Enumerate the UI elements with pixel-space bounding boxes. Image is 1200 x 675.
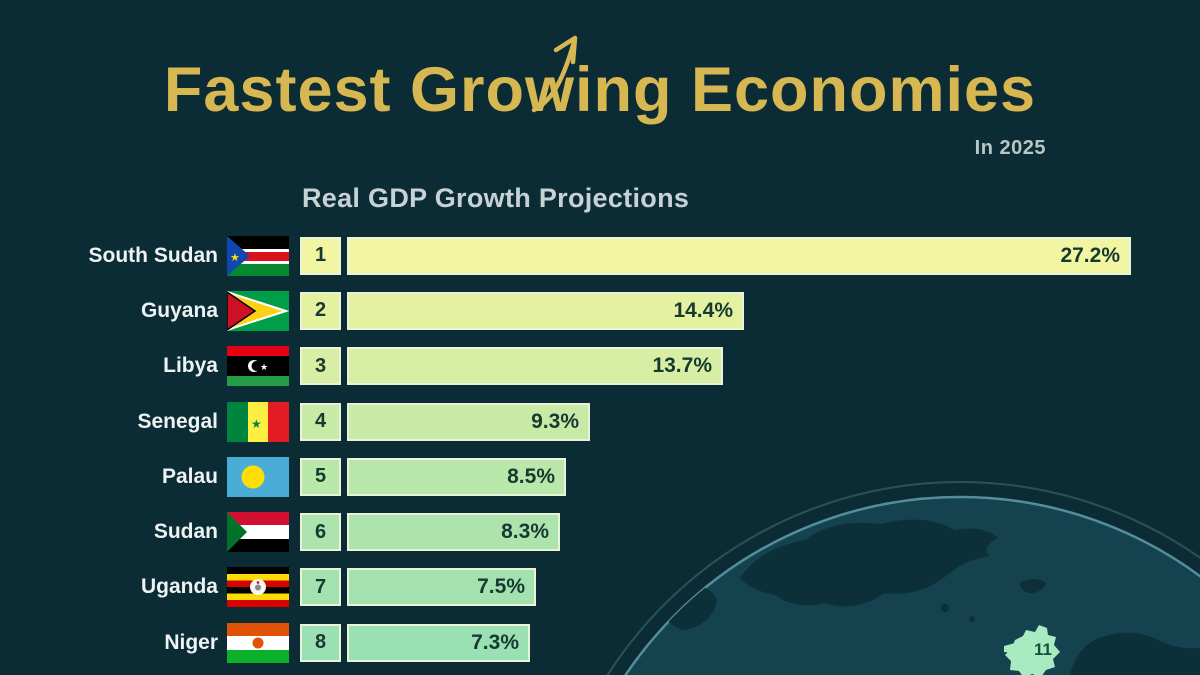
rank-box: 6 [300, 513, 341, 552]
year-label: In 2025 [974, 137, 1046, 159]
rank-box: 7 [300, 568, 341, 607]
globe-landmasses [660, 519, 1200, 675]
chart-row: Senegal ★ 4 9.3% [0, 394, 1200, 449]
globe-country-marker: 11 [1004, 625, 1060, 675]
growth-bar: 14.4% [347, 291, 744, 330]
niger-flag-icon [227, 622, 289, 663]
libya-flag-icon: ★ [227, 346, 289, 387]
country-label: Guyana [140, 298, 218, 322]
uganda-flag-icon [227, 567, 289, 608]
svg-text:★: ★ [251, 417, 262, 431]
chart-row: Libya ★ 3 13.7% [0, 339, 1200, 394]
palau-flag-icon [227, 456, 289, 497]
growth-bar: 9.3% [347, 402, 590, 441]
guyana-flag-icon [227, 290, 289, 331]
growth-bar: 8.3% [347, 513, 560, 552]
senegal-flag-icon: ★ [227, 401, 289, 442]
growth-bar: 7.3% [347, 623, 530, 662]
growth-bar: 7.5% [347, 568, 536, 607]
globe-marker-label: 11 [1034, 640, 1052, 659]
svg-text:★: ★ [260, 362, 268, 372]
sudan-flag-icon [227, 512, 289, 553]
page-title: Fastest Growing Economies [163, 55, 1037, 125]
chart-row: Guyana 2 14.4% [0, 283, 1200, 338]
rank-box: 8 [300, 623, 341, 662]
south-sudan-flag-icon: ★ [227, 235, 289, 276]
rank-box: 3 [300, 347, 341, 386]
country-label: Uganda [140, 575, 218, 599]
svg-text:★: ★ [230, 252, 240, 264]
chart-row: South Sudan ★ 1 27.2% [0, 228, 1200, 283]
growth-arrow-icon [531, 35, 578, 113]
globe-orbit-ring [606, 481, 1200, 675]
rank-box: 4 [300, 402, 341, 441]
country-label: Libya [163, 354, 218, 378]
chart-row: Niger 8 7.3% [0, 615, 1200, 670]
rank-box: 2 [300, 291, 341, 330]
rank-box: 5 [300, 457, 341, 496]
growth-bar: 13.7% [347, 347, 723, 386]
rank-box: 1 [300, 236, 341, 275]
country-label: Sudan [153, 520, 218, 544]
globe-graphic: 11 [606, 481, 1200, 675]
chart-row: Palau 5 8.5% [0, 449, 1200, 504]
growth-bar: 27.2% [347, 236, 1131, 275]
bar-chart: South Sudan ★ 1 27.2% Guyana 2 14.4% Lib… [0, 228, 1200, 670]
country-label: Niger [164, 630, 218, 654]
chart-row: Uganda 7 7.5% [0, 560, 1200, 615]
growth-bar: 8.5% [347, 457, 566, 496]
country-label: Palau [161, 464, 218, 488]
country-label: Senegal [137, 409, 218, 433]
country-label: South Sudan [88, 243, 219, 267]
chart-row: Sudan 6 8.3% [0, 504, 1200, 559]
chart-title: Real GDP Growth Projections [302, 183, 690, 213]
